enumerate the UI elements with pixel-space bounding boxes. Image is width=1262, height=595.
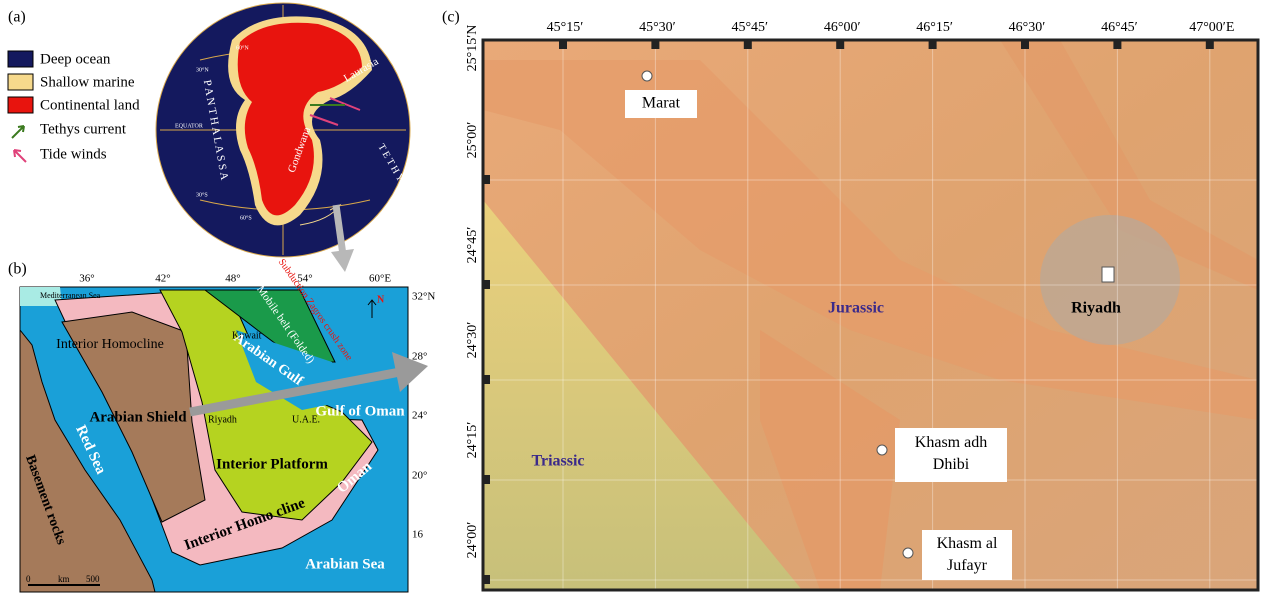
legend-text: Tethys current [40,121,127,137]
tick [483,575,490,584]
place-marker [642,71,652,81]
map-label: Arabian Sea [305,556,385,572]
tick [836,40,844,49]
legend-text: Deep ocean [40,51,111,67]
legend-text: Tide winds [40,146,107,162]
lat-tick-label: 16 [412,529,424,541]
legend-arrow [14,150,26,162]
north-arrow: N [377,294,385,305]
tick [483,280,490,289]
legend-swatch [8,97,33,113]
tick [559,40,567,49]
legend-swatch [8,51,33,67]
place-label: Riyadh [1071,300,1121,317]
tick [1021,40,1029,49]
globe-label: 60°S [240,214,252,221]
place-label: Khasm adh Dhibi [895,428,1007,476]
place-marker [877,445,887,455]
scale-text: 500 [86,574,100,584]
lat-tick-label: 24°45′ [465,227,480,264]
lon-tick-label: 45°30′ [639,20,676,35]
lon-tick-label: 46°45′ [1101,20,1138,35]
globe-label: 30°S [196,191,208,198]
figure: (a) Deep ocean Shallow marine Continenta… [0,0,1262,595]
formation-label: Jurassic [828,300,884,317]
lon-tick-label: 42° [155,273,170,285]
globe: Laurasia T E T H Y S P A N T H A L A S S… [156,3,410,257]
legend-arrow [12,126,24,138]
legend: Deep ocean Shallow marine Continental la… [8,51,140,162]
globe-label: 30°N [196,66,209,73]
tick [929,40,937,49]
lon-tick-label: 46°30′ [1009,20,1046,35]
panel-label: (a) [8,9,26,26]
map-label: Interior Homocline [56,337,164,352]
lon-tick-label: 36° [79,273,94,285]
tick [1113,40,1121,49]
panel-label: (c) [442,9,460,26]
place-label: Khasm al Jufayr [922,530,1012,577]
tick [744,40,752,49]
tick [483,475,490,484]
lat-tick-label: 25°15′N [465,25,480,72]
lat-tick-label: 32°N [412,291,435,303]
lon-tick-label: 48° [225,273,240,285]
legend-text: Shallow marine [40,74,135,90]
label-wrap: Khasm adh Dhibi [895,428,1007,482]
lon-tick-label: 46°00′ [824,20,861,35]
panel-label: (b) [8,261,27,278]
place-marker [903,548,913,558]
map-label: Mediterranean Sea [40,291,101,300]
scale-text: 0 [26,574,31,584]
lat-tick-label: 25°00′ [465,122,480,159]
map-label: Gulf of Oman [315,403,405,419]
tick [651,40,659,49]
lat-tick-label: 24°30′ [465,322,480,359]
lon-tick-label: 47°00′E [1189,20,1234,35]
globe-label: 60°N [236,44,249,51]
legend-text: Continental land [40,97,140,113]
lat-tick-label: 24°00′ [465,522,480,559]
map-label: Riyadh [208,414,237,425]
globe-label: EQUATOR [175,123,203,129]
lat-tick-label: 24° [412,410,427,422]
formation-label: Triassic [531,453,584,470]
map-label: Interior Platform [216,456,328,472]
label-wrap: Khasm al Jufayr [922,530,1012,580]
tick [483,375,490,384]
lon-tick-label: 45°15′ [547,20,584,35]
lon-tick-label: 46°15′ [916,20,953,35]
lat-tick-label: 20° [412,470,427,482]
tick [1206,40,1214,49]
legend-swatch [8,74,33,90]
lon-tick-label: 60°E [369,273,391,285]
tick [483,175,490,184]
lat-tick-label: 24°15′ [465,422,480,459]
place-label: Marat [642,95,681,112]
map-label: Arabian Shield [89,409,187,425]
place-marker [1102,267,1114,282]
lon-tick-label: 45°45′ [731,20,768,35]
zoom-arrowhead [331,249,354,272]
scale-text: km [58,574,70,584]
